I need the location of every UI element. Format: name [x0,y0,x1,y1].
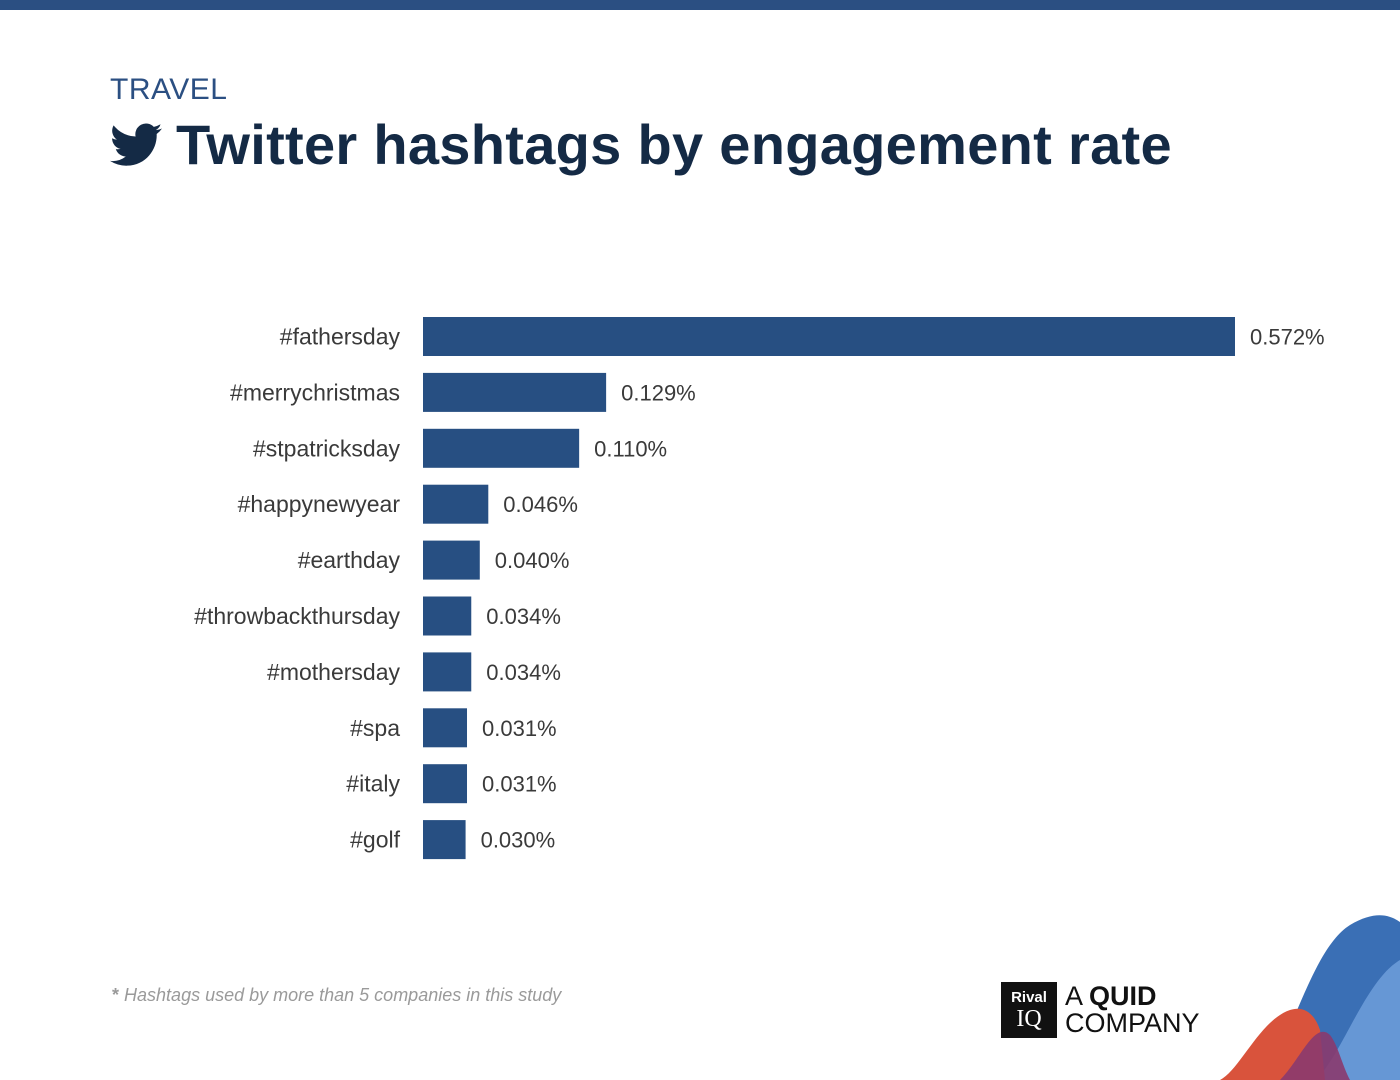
value-label: 0.040% [495,548,570,573]
footnote-text: Hashtags used by more than 5 companies i… [124,985,562,1005]
title-row: Twitter hashtags by engagement rate [110,112,1172,177]
logo-box: Rival IQ [1001,982,1057,1038]
bar [423,764,468,804]
bar [423,652,472,692]
category-label: #happynewyear [238,491,401,517]
logo-text-line2: COMPANY [1065,1008,1200,1038]
value-label: 0.110% [594,436,667,461]
value-label: 0.129% [621,380,696,405]
footnote-marker: * [112,985,120,1005]
category-label: #golf [350,827,400,853]
value-label: 0.030% [481,828,556,853]
bar [423,428,580,468]
category-label: #fathersday [280,324,401,350]
value-label: 0.034% [486,660,561,685]
top-accent-bar [0,0,1400,10]
bar [423,540,480,580]
logo-box-line1: Rival [1011,988,1047,1006]
twitter-bird-icon [110,122,162,166]
bar [423,708,468,748]
category-label: #merrychristmas [230,379,400,405]
footnote: * Hashtags used by more than 5 companies… [112,985,561,1006]
category-label: #stpatricksday [253,435,401,461]
bar [423,372,607,412]
category-label: #spa [350,715,400,741]
bar-chart: #fathersday 0.572% #merrychristmas 0.129% #s… [194,317,1325,860]
category-label: TRAVEL [110,73,228,106]
value-label: 0.034% [486,604,561,629]
value-label: 0.046% [503,492,578,517]
bar [423,317,1235,356]
chart-title: Twitter hashtags by engagement rate [176,113,1172,176]
value-label: 0.031% [482,772,557,797]
bar [423,484,489,524]
rival-iq-logo: Rival IQ A QUID COMPANY [1001,982,1200,1038]
category-label: #throwbackthursday [194,603,400,629]
category-label: #earthday [298,547,401,573]
logo-box-line2: IQ [1016,1005,1042,1032]
category-label: #mothersday [267,659,400,685]
bar [423,596,472,636]
logo-text: A QUID COMPANY [1065,983,1200,1037]
value-label: 0.031% [482,716,557,741]
value-label: 0.572% [1250,325,1325,350]
decorative-wave-graphic [1220,915,1400,1080]
bar [423,820,466,860]
category-label: #italy [346,771,400,797]
logo-text-prefix: A [1065,981,1090,1011]
logo-text-brand: QUID [1089,981,1157,1011]
